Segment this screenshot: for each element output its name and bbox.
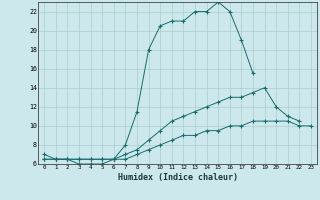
X-axis label: Humidex (Indice chaleur): Humidex (Indice chaleur)	[118, 173, 238, 182]
